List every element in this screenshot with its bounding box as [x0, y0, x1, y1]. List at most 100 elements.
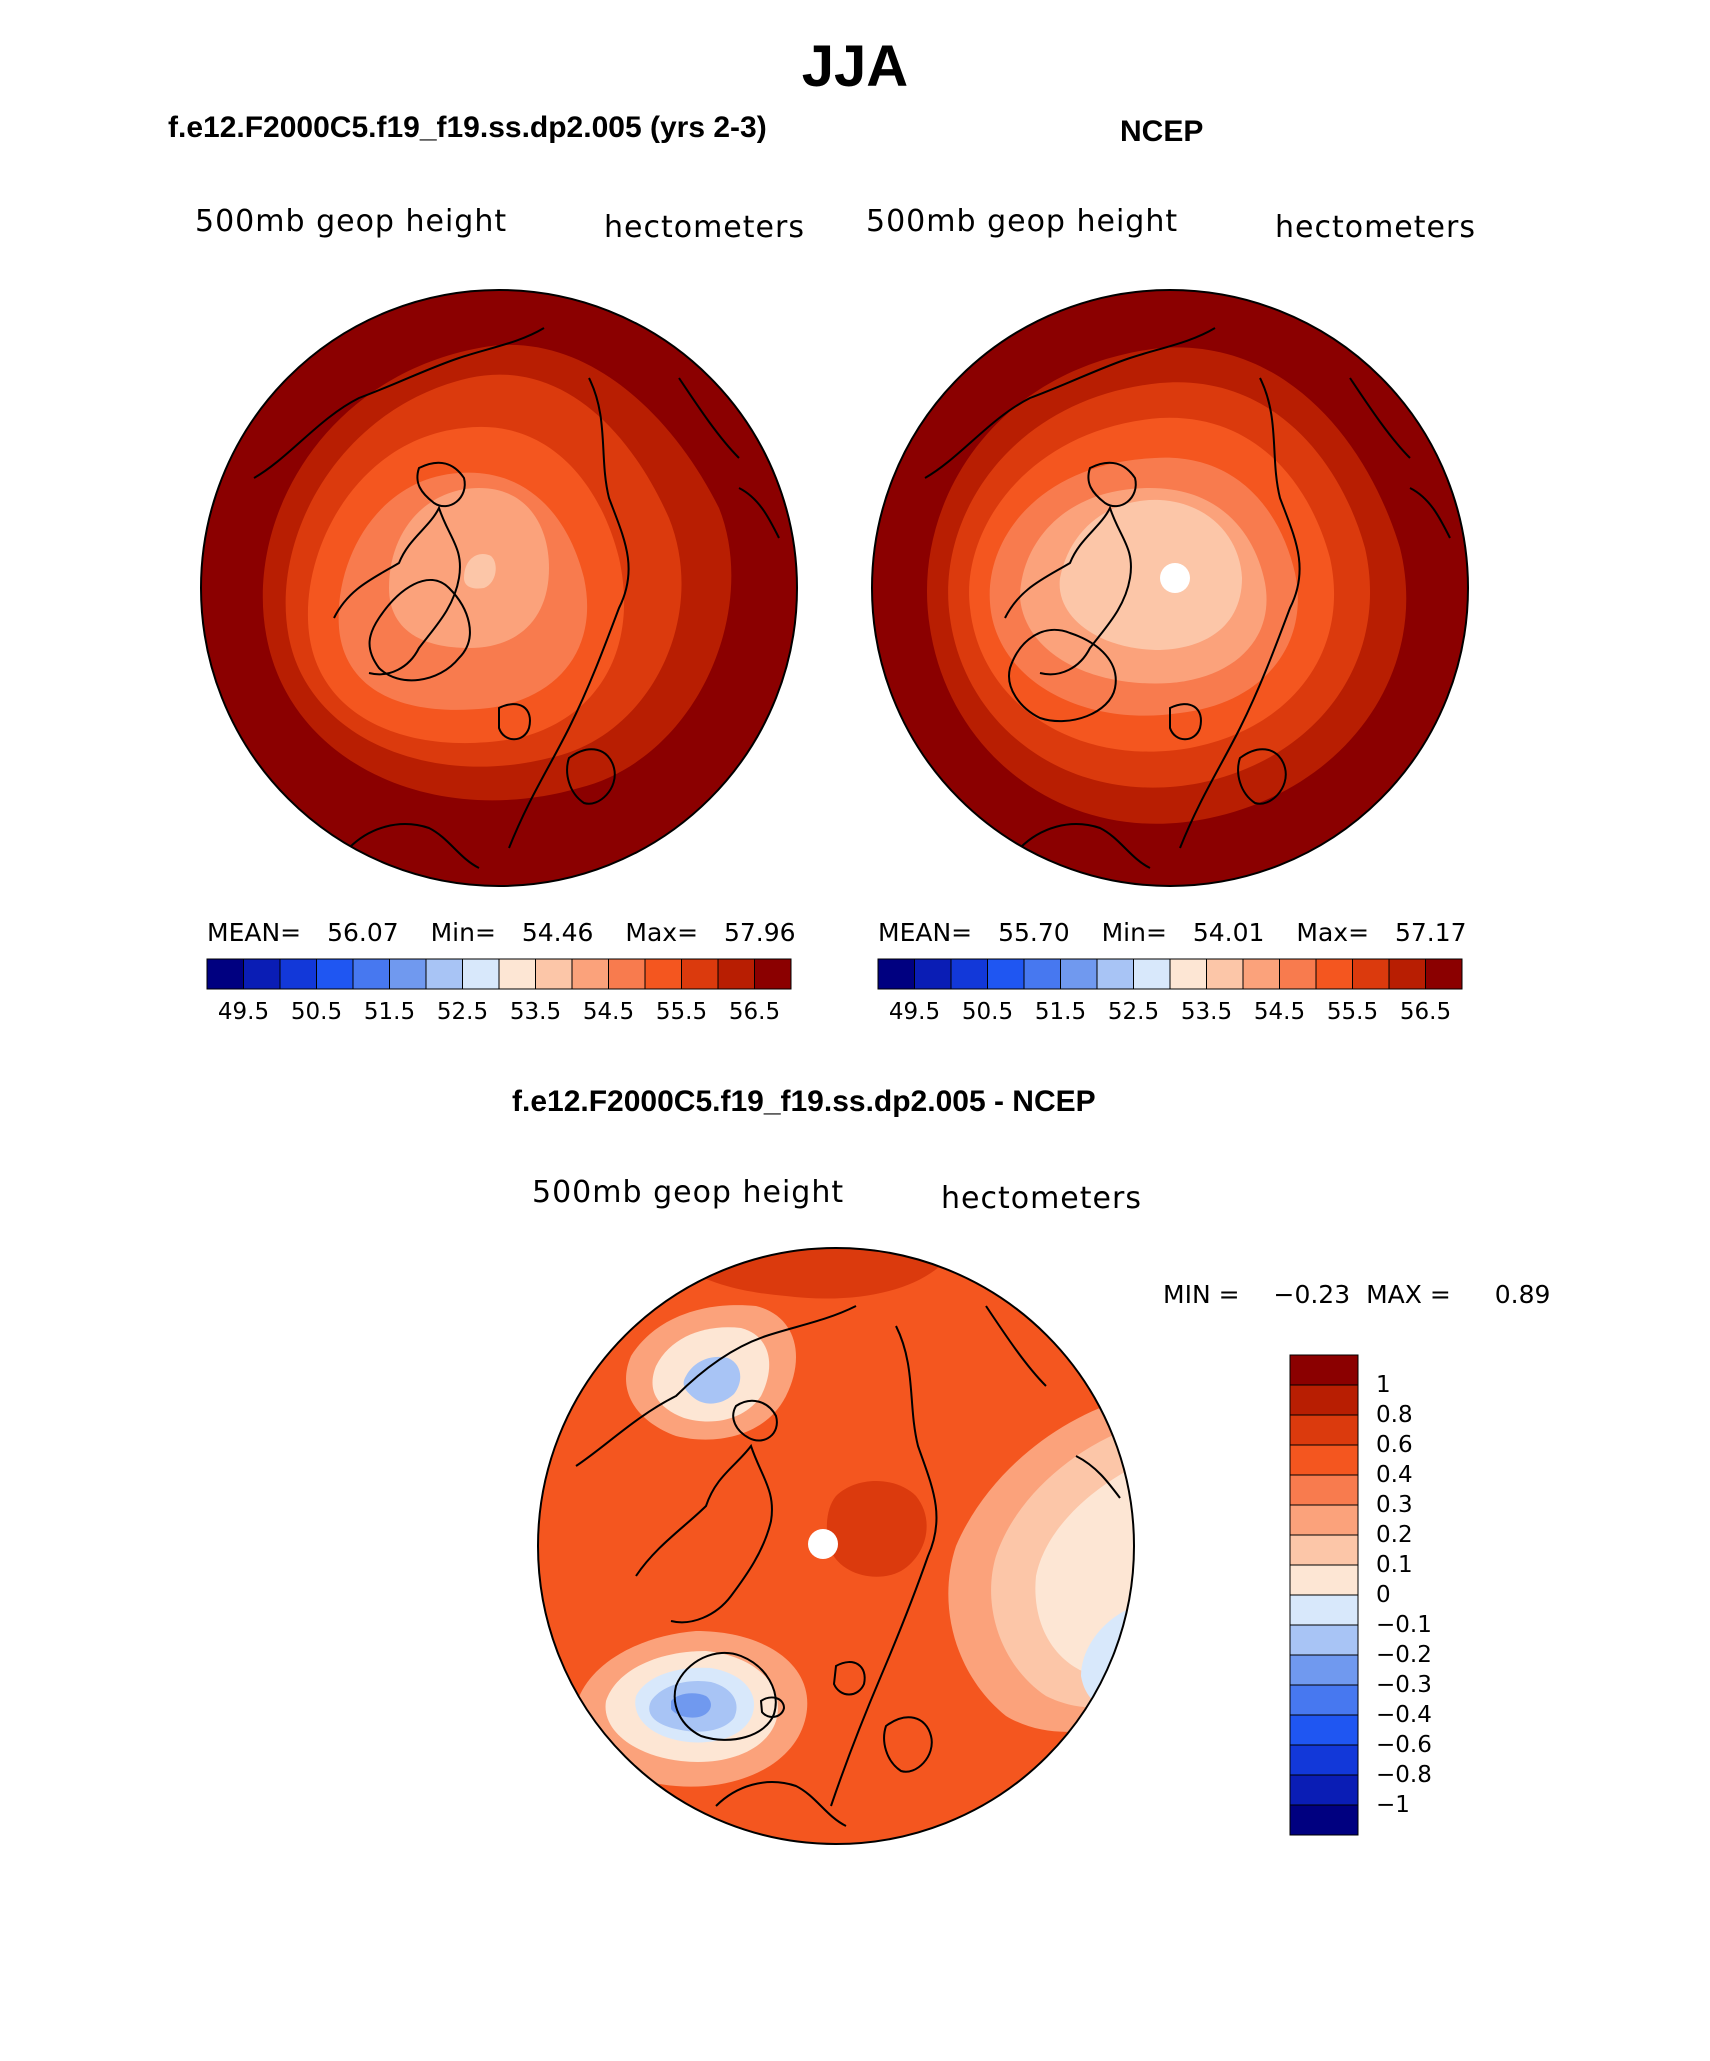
diff-contour-band	[826, 1481, 927, 1577]
diff-colorbar-swatch	[1289, 1774, 1359, 1806]
obs-colorbar-tick-label: 55.5	[1326, 999, 1379, 1025]
obs-colorbar-swatch	[1133, 958, 1171, 990]
obs-colorbar-swatch	[1352, 958, 1390, 990]
model-colorbar	[206, 958, 792, 990]
diff-colorbar-tick-label: −0.2	[1376, 1642, 1432, 1668]
diff-variable-label: 500mb geop height	[532, 1175, 845, 1210]
obs-stats: MEAN= 55.70 Min= 54.01 Max= 57.17	[878, 918, 1467, 948]
diff-colorbar-swatch	[1289, 1714, 1359, 1746]
model-colorbar-swatch	[535, 958, 573, 990]
obs-colorbar-tick-label: 54.5	[1253, 999, 1306, 1025]
diff-min-label: MIN =	[1163, 1280, 1240, 1309]
model-max-value: 57.96	[724, 918, 796, 947]
diff-colorbar-tick-label: 0.8	[1376, 1402, 1413, 1428]
obs-pole-marker	[1160, 563, 1190, 593]
diff-pole-marker	[808, 1529, 838, 1559]
diff-min-value: −0.23	[1273, 1280, 1351, 1309]
obs-colorbar-swatch	[1242, 958, 1280, 990]
obs-max-label: Max=	[1296, 918, 1370, 947]
model-polar-map	[200, 289, 798, 887]
model-mean-value: 56.07	[327, 918, 399, 947]
obs-contour-band	[1059, 499, 1242, 650]
model-mean-label: MEAN=	[207, 918, 302, 947]
obs-colorbar-swatch	[1169, 958, 1207, 990]
diff-colorbar-swatch	[1289, 1504, 1359, 1536]
model-min-value: 54.46	[521, 918, 594, 947]
diff-colorbar-ticks: 1 0.8 0.6 0.4 0.3 0.2 0.1 0 −0.1 −0.2 −0.3 −0.4 −0.6…	[1376, 1355, 1496, 1835]
diff-colorbar-swatch	[1289, 1534, 1359, 1566]
obs-colorbar-tick-label: 50.5	[961, 999, 1014, 1025]
diff-colorbar-swatch	[1289, 1594, 1359, 1626]
diff-max-value: 0.89	[1494, 1280, 1551, 1309]
obs-mean-label: MEAN=	[878, 918, 973, 947]
diff-max-label: MAX =	[1366, 1280, 1451, 1309]
obs-colorbar-tick-label: 53.5	[1180, 999, 1233, 1025]
model-max-label: Max=	[625, 918, 699, 947]
diff-colorbar-tick-label: 0	[1376, 1582, 1391, 1608]
model-colorbar-swatch	[389, 958, 427, 990]
obs-colorbar-swatch	[1279, 958, 1317, 990]
obs-colorbar-swatch	[1388, 958, 1426, 990]
diff-colorbar-tick-label: 0.2	[1376, 1522, 1413, 1548]
model-colorbar-tick-label: 50.5	[290, 999, 343, 1025]
model-colorbar-swatch	[462, 958, 500, 990]
model-colorbar-tick-label: 56.5	[728, 999, 781, 1025]
model-contour-band	[464, 554, 496, 589]
obs-panel-title: NCEP	[1120, 115, 1204, 148]
diff-coastlines	[575, 1305, 1121, 1827]
obs-colorbar-swatch	[877, 958, 915, 990]
diff-colorbar-swatch	[1289, 1804, 1359, 1836]
model-coastlines	[253, 327, 780, 869]
diff-colorbar-tick-label: −1	[1376, 1792, 1410, 1818]
obs-colorbar-swatch	[914, 958, 952, 990]
diff-colorbar-tick-label: −0.4	[1376, 1702, 1432, 1728]
model-map-border	[200, 289, 798, 887]
model-colorbar-swatch	[279, 958, 317, 990]
obs-units-label: hectometers	[1275, 210, 1476, 245]
diff-units-label: hectometers	[941, 1181, 1142, 1216]
model-colorbar-ticks: 49.5 50.5 51.5 52.5 53.5 54.5 55.5 56.5	[207, 998, 791, 1028]
obs-min-value: 54.01	[1192, 918, 1265, 947]
diff-colorbar-tick-label: 0.1	[1376, 1552, 1413, 1578]
model-colorbar-tick-label: 49.5	[217, 999, 270, 1025]
obs-coastlines	[924, 327, 1451, 869]
model-stats: MEAN= 56.07 Min= 54.46 Max= 57.96	[207, 918, 796, 948]
diff-colorbar-tick-label: 1	[1376, 1372, 1391, 1398]
model-colorbar-swatch	[644, 958, 682, 990]
diff-colorbar-swatch	[1289, 1384, 1359, 1416]
obs-colorbar-ticks: 49.5 50.5 51.5 52.5 53.5 54.5 55.5 56.5	[878, 998, 1462, 1028]
diff-colorbar-swatch	[1289, 1414, 1359, 1446]
obs-colorbar	[877, 958, 1463, 990]
model-colorbar-swatch	[608, 958, 646, 990]
model-colorbar-tick-label: 52.5	[436, 999, 489, 1025]
obs-colorbar-swatch	[1096, 958, 1134, 990]
obs-polar-map	[871, 289, 1469, 887]
obs-colorbar-tick-label: 56.5	[1399, 999, 1452, 1025]
model-colorbar-swatch	[681, 958, 719, 990]
figure-title: JJA	[801, 34, 909, 99]
diff-contour-band	[683, 1356, 741, 1404]
model-units-label: hectometers	[604, 210, 805, 245]
model-colorbar-swatch	[243, 958, 281, 990]
obs-colorbar-swatch	[1315, 958, 1353, 990]
model-colorbar-swatch	[206, 958, 244, 990]
obs-map-border	[871, 289, 1469, 887]
obs-colorbar-swatch	[1060, 958, 1098, 990]
obs-colorbar-swatch	[1023, 958, 1061, 990]
model-colorbar-swatch	[352, 958, 390, 990]
model-colorbar-tick-label: 54.5	[582, 999, 635, 1025]
model-min-label: Min=	[430, 918, 496, 947]
diff-colorbar-tick-label: −0.1	[1376, 1612, 1432, 1638]
obs-colorbar-tick-label: 52.5	[1107, 999, 1160, 1025]
diff-map-border	[537, 1247, 1135, 1845]
model-colorbar-swatch	[717, 958, 755, 990]
model-colorbar-swatch	[571, 958, 609, 990]
diff-colorbar-swatch	[1289, 1474, 1359, 1506]
diff-contour-band	[671, 1693, 711, 1718]
obs-variable-label: 500mb geop height	[866, 204, 1179, 239]
obs-colorbar-swatch	[950, 958, 988, 990]
diff-colorbar-swatch	[1289, 1684, 1359, 1716]
diff-colorbar-swatch	[1289, 1354, 1359, 1386]
model-panel-title: f.e12.F2000C5.f19_f19.ss.dp2.005 (yrs 2-…	[168, 111, 767, 144]
diff-colorbar-swatch	[1289, 1654, 1359, 1686]
